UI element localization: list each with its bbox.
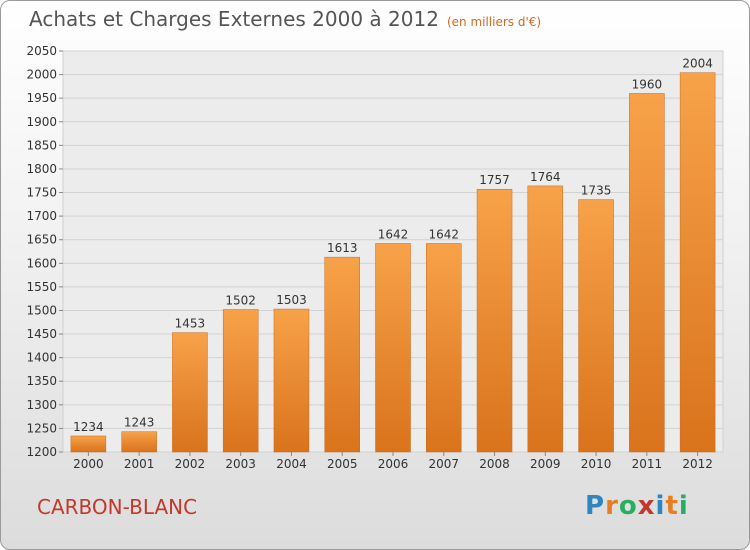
commune-name: CARBON-BLANC (37, 495, 198, 519)
logo-letter: t (665, 491, 679, 521)
logo-letter: i (655, 491, 666, 521)
value-label: 1453 (175, 317, 206, 331)
bar-2004 (273, 308, 310, 453)
value-label: 1642 (428, 227, 459, 241)
x-axis: 2000 2001 2002 2003 2004 2005 2006 2007 2008 2009… (73, 452, 713, 471)
x-tick-label: 2011 (632, 457, 663, 471)
y-tick-label: 1250 (26, 421, 57, 435)
x-tick-label: 2007 (428, 457, 459, 471)
value-label: 2004 (682, 57, 713, 71)
value-label: 1234 (73, 420, 104, 434)
x-tick-label: 2005 (327, 457, 358, 471)
bar-2011 (629, 93, 665, 453)
y-tick-label: 1600 (26, 256, 57, 270)
y-tick-label: 1950 (26, 91, 57, 105)
x-tick-label: 2004 (276, 457, 307, 471)
logo-letter: P (585, 491, 606, 521)
y-tick-label: 1700 (26, 209, 57, 223)
y-tick-label: 1450 (26, 327, 57, 341)
y-tick-label: 1850 (26, 138, 57, 152)
value-label: 1642 (378, 227, 409, 241)
logo-letter: x (637, 491, 656, 521)
y-tick-label: 1650 (26, 233, 57, 247)
x-tick-label: 2001 (124, 457, 155, 471)
x-tick-label: 2006 (378, 457, 409, 471)
bar-2005 (324, 256, 360, 453)
value-label: 1960 (632, 77, 663, 91)
x-tick-label: 2009 (530, 457, 561, 471)
y-tick-label: 1500 (26, 303, 57, 317)
logo-letter: r (605, 491, 619, 521)
x-tick-label: 2012 (682, 457, 713, 471)
chart-title: Achats et Charges Externes 2000 à 2012 (e… (29, 7, 541, 31)
chart-title-text: Achats et Charges Externes 2000 à 2012 (29, 7, 439, 31)
value-label: 1613 (327, 241, 358, 255)
y-tick-label: 1750 (26, 186, 57, 200)
bar-2008 (476, 188, 513, 453)
y-tick-label: 1800 (26, 162, 57, 176)
x-tick-label: 2003 (225, 457, 256, 471)
y-axis: 1200 1250 1300 1350 1400 1450 1500 1550 1600 1650… (26, 44, 63, 459)
value-label: 1503 (276, 293, 307, 307)
logo-letter: o (618, 491, 638, 521)
value-label: 1243 (124, 416, 155, 430)
x-tick-label: 2008 (479, 457, 510, 471)
value-label: 1502 (225, 294, 256, 308)
bar-2006 (375, 243, 411, 453)
y-tick-label: 1400 (26, 351, 57, 365)
y-tick-label: 1350 (26, 374, 57, 388)
bar-2007 (426, 243, 462, 453)
y-tick-label: 1300 (26, 398, 57, 412)
x-tick-label: 2010 (581, 457, 612, 471)
bar-2001 (121, 431, 157, 453)
bar-2012 (679, 72, 716, 453)
bar-2003 (222, 309, 259, 453)
bar-2000 (70, 435, 107, 453)
bars: 1234 1243 1453 1502 1503 1613 1642 1642 1757 1764… (70, 57, 716, 453)
y-tick-label: 1900 (26, 115, 57, 129)
value-label: 1735 (581, 184, 612, 198)
chart-subtitle: (en milliers d'€) (446, 15, 542, 29)
value-label: 1764 (530, 170, 561, 184)
logo-letter: i (678, 491, 689, 521)
proxiti-logo: Proxiti (585, 491, 689, 521)
y-tick-label: 2050 (26, 44, 57, 58)
x-tick-label: 2002 (175, 457, 206, 471)
y-tick-label: 2000 (26, 68, 57, 82)
y-tick-label: 1550 (26, 280, 57, 294)
bar-2009 (527, 185, 564, 453)
x-tick-label: 2000 (73, 457, 104, 471)
bar-2010 (578, 199, 614, 453)
value-label: 1757 (479, 173, 510, 187)
y-tick-label: 1200 (26, 445, 57, 459)
bar-2002 (172, 332, 208, 453)
